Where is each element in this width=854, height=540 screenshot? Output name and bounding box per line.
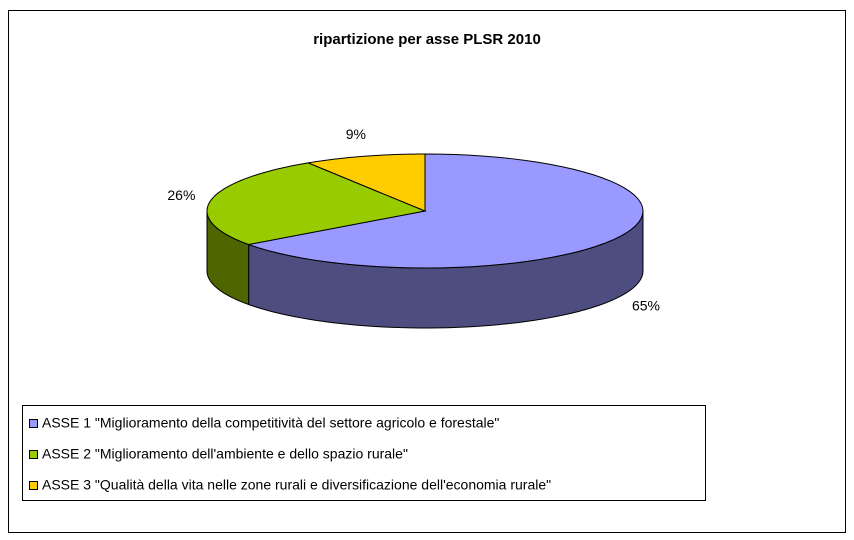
data-label: 9% [346, 126, 366, 142]
legend-label: ASSE 3 "Qualità della vita nelle zone ru… [42, 477, 551, 493]
legend-swatch [29, 481, 38, 490]
legend-swatch [29, 419, 38, 428]
pie-slice [306, 153, 426, 212]
pie-slice [246, 153, 644, 269]
legend-swatch [29, 450, 38, 459]
data-label: 65% [632, 298, 660, 314]
data-label: 26% [167, 187, 195, 203]
chart-title: ripartizione per asse PLSR 2010 [313, 31, 541, 48]
legend [22, 405, 706, 501]
legend-label: ASSE 2 "Miglioramento dell'ambiente e de… [42, 446, 408, 462]
legend-label: ASSE 1 "Miglioramento della competitivit… [42, 415, 499, 431]
pie-slice [206, 162, 427, 246]
